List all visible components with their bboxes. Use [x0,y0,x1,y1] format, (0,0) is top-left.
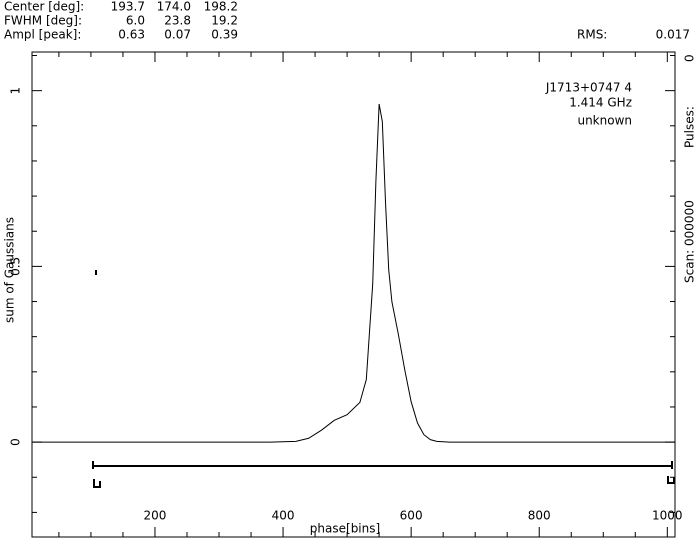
header-value: 198.2 [204,0,238,14]
profile-line [32,103,675,443]
x-tick-label: 1000 [652,509,683,523]
rms-value: 0.017 [656,28,690,42]
header-label: Ampl [peak]: [4,28,81,42]
x-tick-label: 400 [272,509,295,523]
header-value: 0.07 [164,28,191,42]
header-value: 19.2 [211,14,238,28]
header-value: 0.63 [118,28,145,42]
pulses-value: 0 [683,54,697,62]
source-name: J1713+0747 4 [545,81,632,95]
frame [31,51,676,538]
x-tick-label: 200 [144,509,167,523]
scan-label: Scan: 000000 [683,200,697,283]
rms-label: RMS: [577,28,607,42]
x-tick-label: 600 [400,509,423,523]
region-mark [667,476,675,484]
x-axis-label: phase[bins] [310,522,380,536]
header-value: 174.0 [157,0,191,14]
telescope: unknown [577,114,632,128]
y-axis-label: sum of Gaussians [3,217,17,323]
region-bracket [92,461,673,469]
frequency: 1.414 GHz [569,96,632,110]
y-tick-label: 1 [9,87,23,95]
x-tick-label: 800 [528,509,551,523]
region-mark [93,479,101,488]
header-value: 6.0 [126,14,145,28]
header-label: FWHM [deg]: [4,14,82,28]
header-label: Center [deg]: [4,0,84,14]
header-value: 0.39 [211,28,238,42]
header-value: 193.7 [111,0,145,14]
header-value: 23.8 [164,14,191,28]
y-tick-label: 0.5 [9,257,23,276]
pulses-label: Pulses: [683,106,697,148]
y-tick-label: 0 [9,438,23,446]
